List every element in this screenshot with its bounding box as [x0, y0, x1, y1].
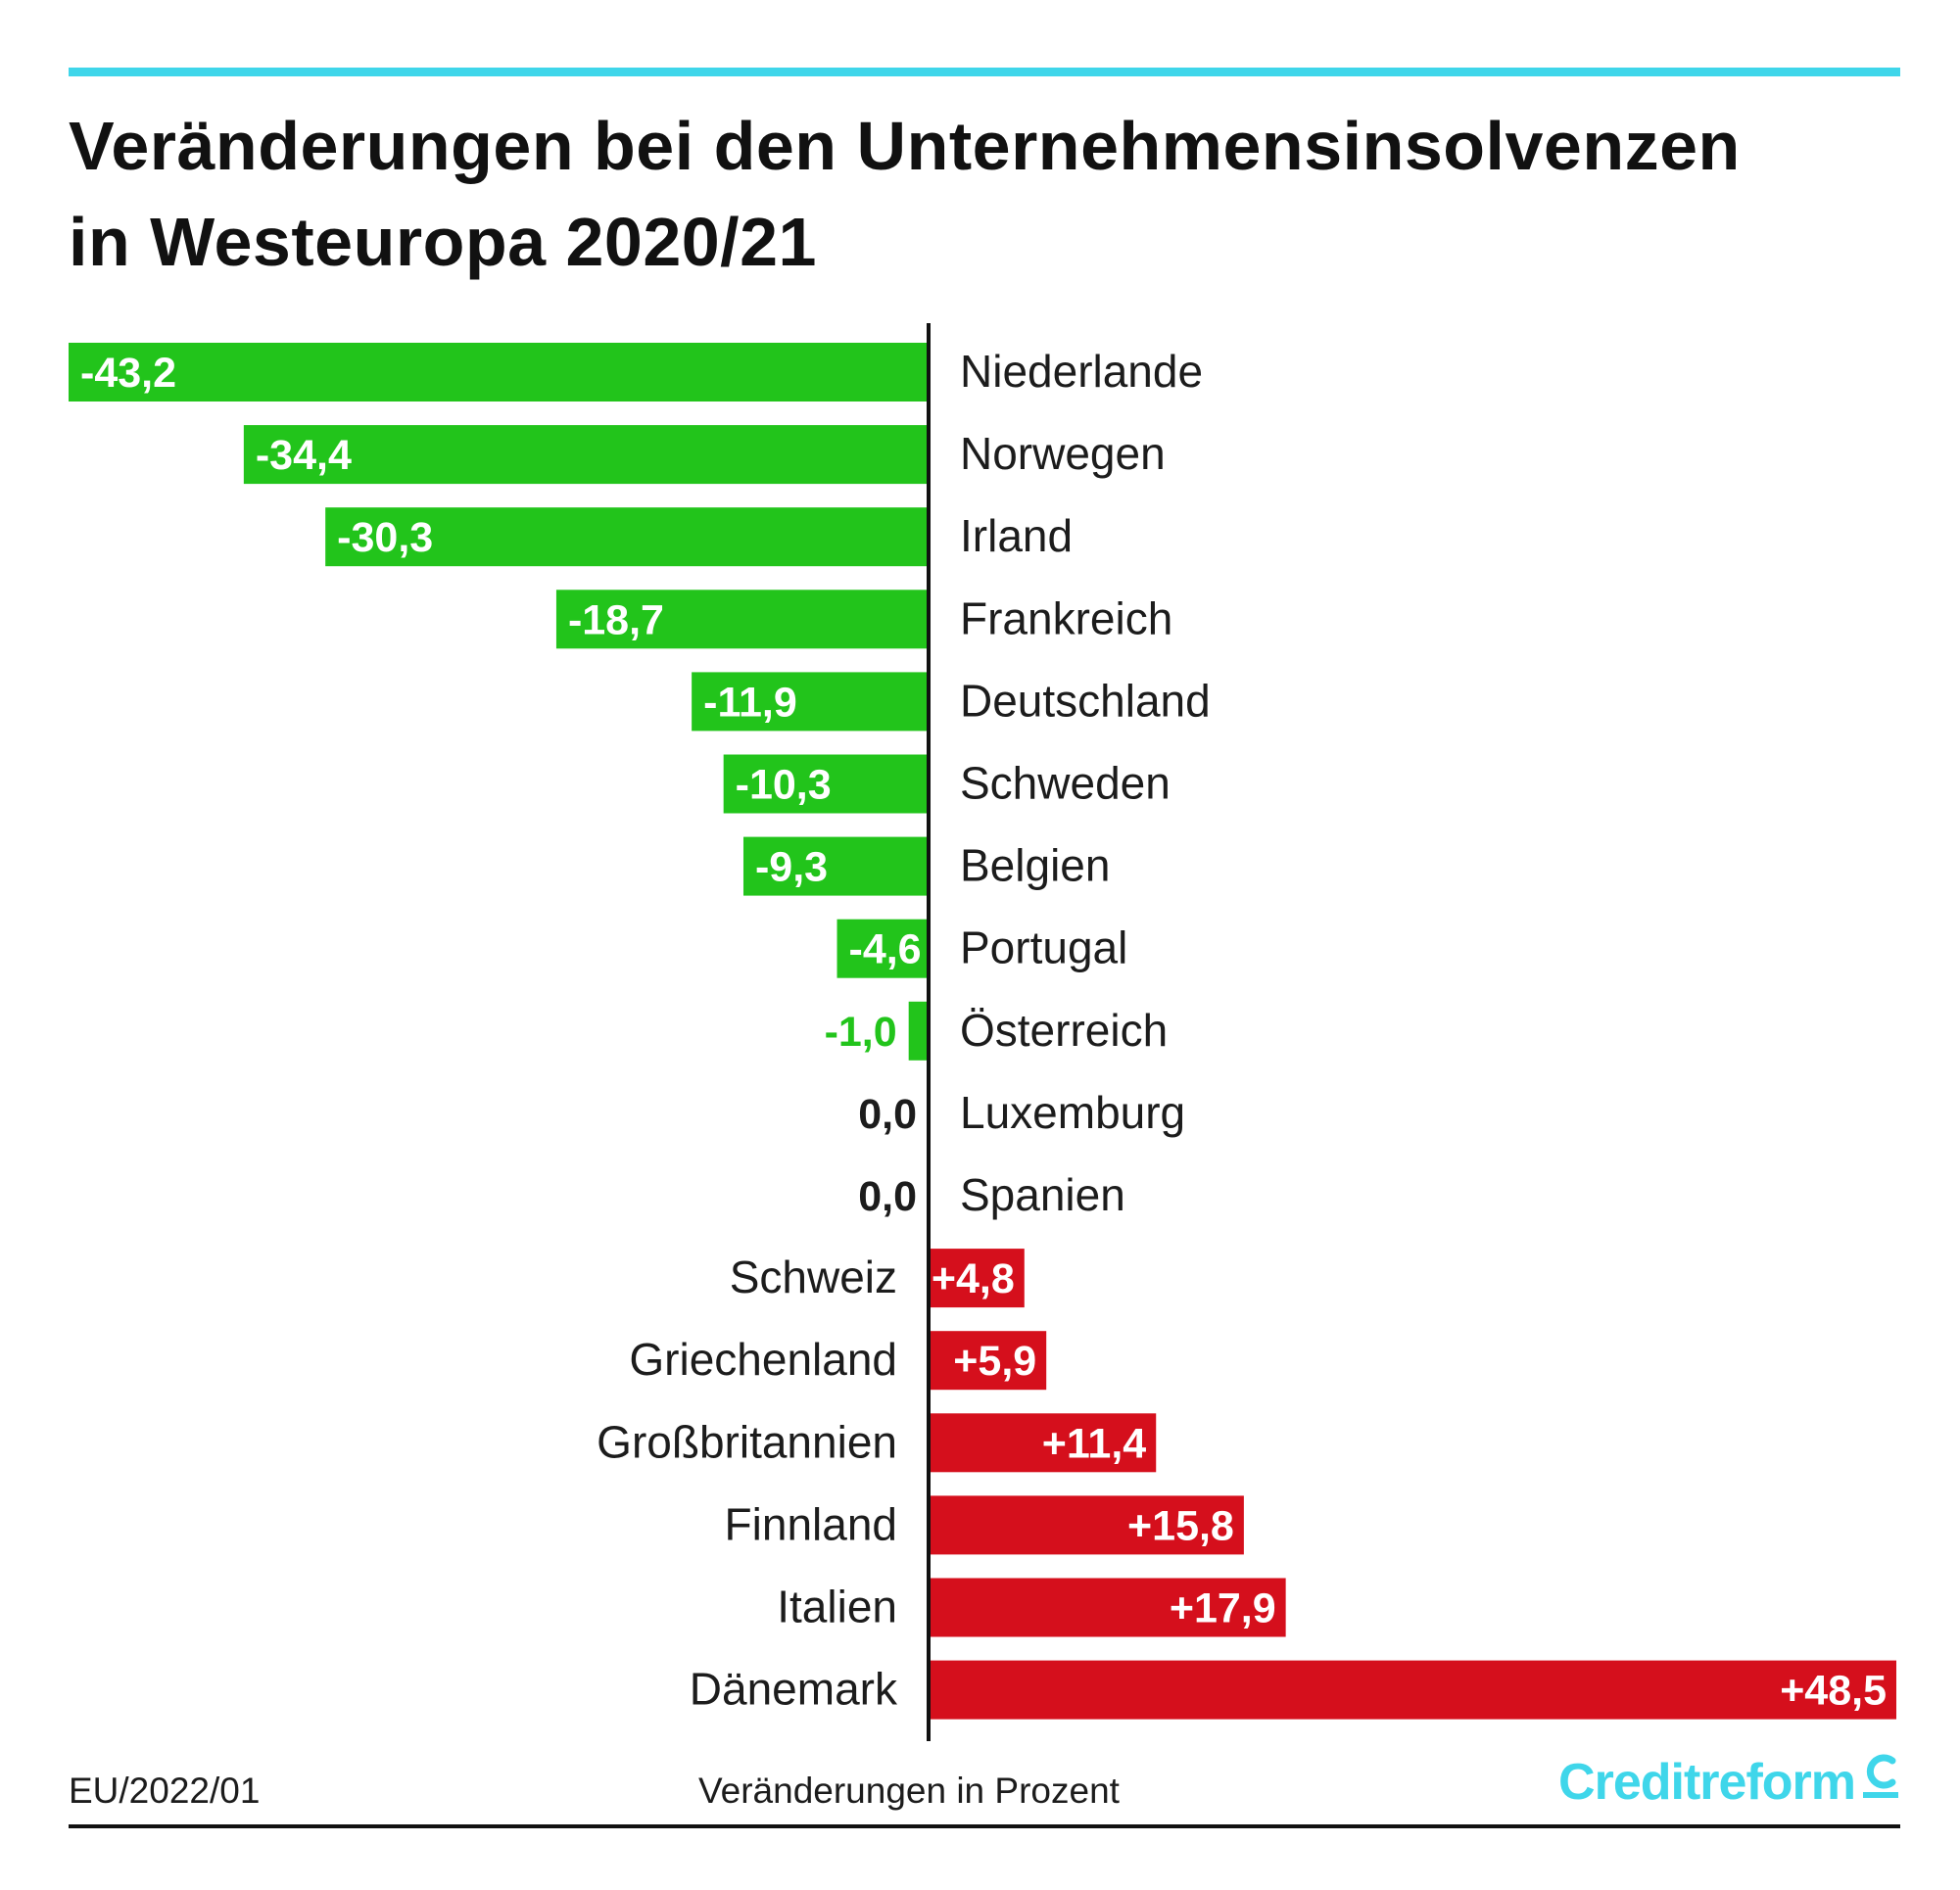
chart-title-line-2: in Westeuropa 2020/21	[69, 204, 817, 280]
category-label-10: Luxemburg	[960, 1087, 1185, 1138]
bar-8	[837, 919, 929, 978]
bar-1	[69, 343, 929, 402]
category-label-6: Schweden	[960, 758, 1171, 809]
bar-value-label-6: -10,3	[736, 762, 832, 809]
bar-value-label-3: -30,3	[337, 514, 433, 561]
bar-value-label-4: -18,7	[568, 596, 664, 643]
bar-value-label-12: +4,8	[932, 1255, 1015, 1302]
bar-value-label-9: -1,0	[825, 1009, 897, 1056]
bar-6	[723, 754, 929, 814]
bar-value-label-5: -11,9	[703, 679, 797, 726]
bar-16	[929, 1578, 1286, 1637]
chart-title: Veränderungen bei den Unternehmensinsolv…	[69, 98, 1900, 290]
category-label-5: Deutschland	[960, 675, 1211, 726]
category-label-13: Griechenland	[629, 1334, 897, 1385]
bar-value-label-16: +17,9	[1170, 1585, 1276, 1632]
category-label-8: Portugal	[960, 922, 1127, 973]
top-accent-rule	[69, 68, 1900, 76]
bar-value-label-1: -43,2	[80, 350, 176, 397]
category-label-2: Norwegen	[960, 428, 1166, 479]
logo-mark-icon	[1863, 1754, 1898, 1798]
logo-text: Creditreform	[1558, 1754, 1856, 1811]
axis-unit-label: Veränderungen in Prozent	[698, 1771, 1120, 1811]
category-label-17: Dänemark	[690, 1664, 898, 1715]
chart-title-line-1: Veränderungen bei den Unternehmensinsolv…	[69, 108, 1741, 184]
bar-value-label-17: +48,5	[1780, 1668, 1887, 1715]
bottom-rule	[69, 1824, 1900, 1828]
bar-13	[929, 1331, 1047, 1391]
bar-value-label-8: -4,6	[849, 926, 922, 973]
category-label-3: Irland	[960, 510, 1073, 561]
bar-value-label-15: +15,8	[1127, 1502, 1234, 1549]
category-label-14: Großbritannien	[597, 1416, 897, 1467]
bar-2	[243, 425, 929, 485]
bar-value-label-10: 0,0	[858, 1091, 917, 1138]
bar-value-label-13: +5,9	[953, 1338, 1036, 1385]
bar-17	[929, 1660, 1896, 1720]
category-label-9: Österreich	[960, 1005, 1168, 1056]
category-label-7: Belgien	[960, 840, 1110, 891]
category-label-1: Niederlande	[960, 346, 1203, 397]
category-label-11: Spanien	[960, 1169, 1125, 1220]
category-label-4: Frankreich	[960, 592, 1172, 643]
bar-value-label-14: +11,4	[1042, 1420, 1147, 1467]
category-label-15: Finnland	[725, 1498, 897, 1549]
category-label-12: Schweiz	[730, 1252, 897, 1302]
bar-4	[555, 590, 929, 649]
bar-3	[325, 507, 929, 567]
category-label-16: Italien	[777, 1582, 897, 1632]
bar-value-label-7: -9,3	[755, 844, 828, 891]
bar-12	[929, 1249, 1025, 1308]
bar-value-label-2: -34,4	[256, 432, 352, 479]
bar-5	[692, 672, 929, 732]
bar-9	[908, 1001, 929, 1061]
bar-15	[929, 1495, 1244, 1555]
creditreform-logo: Creditreform	[1558, 1753, 1900, 1812]
bar-value-label-11: 0,0	[858, 1173, 917, 1220]
bar-7	[742, 836, 929, 896]
footer-code: EU/2022/01	[69, 1771, 261, 1811]
bar-14	[929, 1413, 1157, 1473]
